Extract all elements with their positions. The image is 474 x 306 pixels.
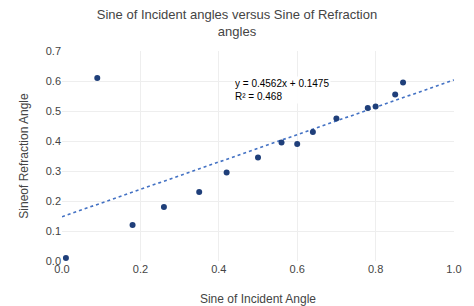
svg-text:0.8: 0.8	[368, 263, 383, 275]
svg-text:0.2: 0.2	[46, 195, 61, 207]
svg-text:0.1: 0.1	[46, 225, 61, 237]
svg-text:Sineof Refraction Angle: Sineof Refraction Angle	[17, 93, 31, 219]
svg-text:0.6: 0.6	[290, 263, 305, 275]
svg-text:0.7: 0.7	[46, 45, 61, 57]
svg-text:Sine of Incident angles versus: Sine of Incident angles versus Sine of R…	[97, 7, 377, 39]
svg-text:Sine of Incident Angle: Sine of Incident Angle	[200, 292, 316, 306]
svg-text:0.2: 0.2	[133, 263, 148, 275]
svg-text:0.0: 0.0	[54, 263, 69, 275]
svg-text:0.4: 0.4	[211, 263, 226, 275]
svg-text:0.3: 0.3	[46, 165, 61, 177]
svg-text:0.4: 0.4	[46, 135, 61, 147]
svg-text:1.0: 1.0	[446, 263, 461, 275]
svg-text:0.6: 0.6	[46, 75, 61, 87]
svg-text:0.0: 0.0	[46, 255, 61, 267]
svg-text:0.5: 0.5	[46, 105, 61, 117]
svg-text:y = 0.4562x + 0.1475R² = 0.468: y = 0.4562x + 0.1475R² = 0.468	[235, 78, 329, 102]
